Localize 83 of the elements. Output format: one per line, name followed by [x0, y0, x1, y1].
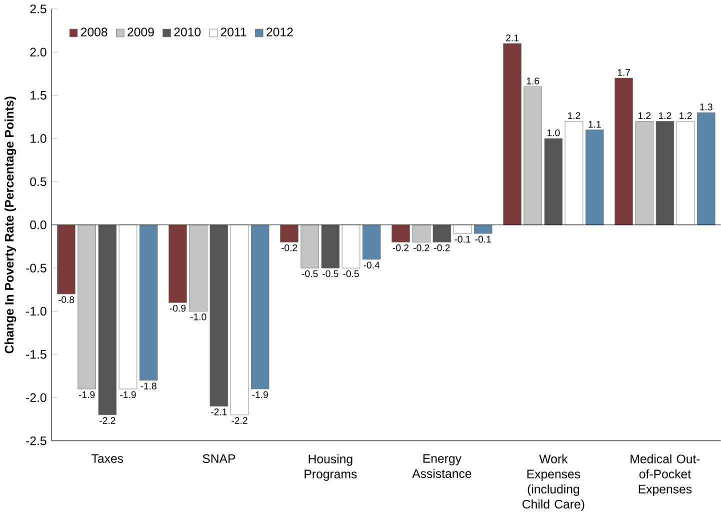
bar: [230, 224, 249, 416]
data-label: -0.2: [414, 244, 430, 252]
y-tick-label: -0.5: [26, 264, 46, 273]
x-tick-label: Energy Assistance: [412, 454, 472, 478]
data-label: -1.9: [78, 391, 95, 398]
bar: [697, 112, 716, 226]
y-tick-label: 2.5: [30, 4, 46, 14]
bar: [280, 224, 298, 243]
data-label: -0.2: [281, 244, 298, 252]
data-label: -2.1: [211, 408, 227, 416]
bar: [544, 138, 563, 226]
y-axis-title: Change In Poverty Rate (Percentage Points): [4, 96, 16, 354]
bar: [210, 224, 228, 407]
y-tick-label: 2.0: [30, 48, 46, 57]
bar: [453, 224, 472, 234]
data-label: 1.6: [526, 78, 540, 85]
bar: [98, 224, 117, 416]
bar: [139, 224, 158, 381]
y-tick-label: 0.0: [30, 220, 46, 230]
data-label: 1.2: [680, 112, 692, 120]
legend-label: 2010: [174, 28, 201, 37]
data-label: -0.4: [364, 262, 380, 269]
data-label: -2.2: [232, 417, 248, 424]
bar: [503, 44, 522, 226]
data-label: 1.2: [638, 112, 651, 120]
y-tick-label: -2.0: [26, 393, 46, 402]
data-label: 1.2: [568, 112, 580, 120]
bar: [78, 224, 96, 390]
data-label: -0.5: [302, 270, 318, 278]
bar: [524, 86, 542, 226]
bar: [656, 121, 674, 226]
data-label: -1.9: [120, 391, 136, 398]
y-tick-label: -1.5: [26, 350, 46, 359]
data-label: -0.2: [434, 244, 450, 252]
legend-label: 2009: [128, 28, 154, 37]
bar: [168, 224, 187, 304]
bar: [321, 224, 340, 268]
data-label: -1.8: [140, 382, 156, 390]
x-tick-label: Housing Programs: [304, 454, 357, 482]
bar: [432, 224, 452, 243]
bar: [300, 224, 319, 268]
y-tick-label: 0.5: [30, 178, 46, 186]
data-label: 2.1: [506, 34, 518, 42]
y-tick-label: -1.0: [26, 307, 46, 316]
data-label: -0.1: [454, 236, 470, 243]
data-label: 1.3: [700, 104, 712, 111]
bar: [189, 224, 208, 312]
bar: [342, 224, 360, 268]
bar: [564, 121, 584, 226]
bar: [250, 224, 270, 390]
y-tick-label: 1.0: [30, 134, 46, 144]
bar: [392, 224, 410, 243]
y-tick-label: 1.5: [30, 91, 46, 100]
data-label: -0.8: [58, 296, 74, 304]
bar: [118, 224, 138, 390]
data-label: -0.9: [170, 305, 186, 312]
x-tick-label: Medical Out-of-Pocket Expenses: [630, 454, 700, 496]
data-label: 1.7: [618, 69, 630, 76]
bar: [614, 78, 633, 226]
x-tick-label: Taxes: [92, 454, 124, 464]
data-label: -0.2: [392, 244, 409, 252]
data-label: -0.5: [322, 270, 338, 278]
bar: [676, 121, 695, 226]
legend-label: 2008: [81, 28, 108, 37]
legend-label: 2011: [220, 28, 246, 37]
bar: [412, 224, 430, 243]
y-tick-label: -2.5: [26, 436, 46, 446]
bar: [474, 224, 492, 234]
bar: [586, 130, 604, 226]
legend-label: 2012: [266, 28, 293, 37]
data-label: 1.1: [588, 121, 601, 128]
data-label: 1.2: [659, 112, 672, 120]
bar: [635, 121, 654, 226]
x-tick-label: Work Expenses (including Child Care): [522, 454, 584, 512]
data-label: 1.0: [548, 130, 560, 136]
data-label: -0.1: [475, 236, 491, 243]
bar: [57, 224, 76, 294]
data-label: -1.9: [252, 391, 268, 398]
bar: [362, 224, 381, 260]
data-label: -2.2: [100, 417, 116, 424]
x-tick-label: SNAP: [202, 454, 236, 464]
data-label: -0.5: [343, 270, 359, 278]
data-label: -1.0: [190, 314, 206, 321]
